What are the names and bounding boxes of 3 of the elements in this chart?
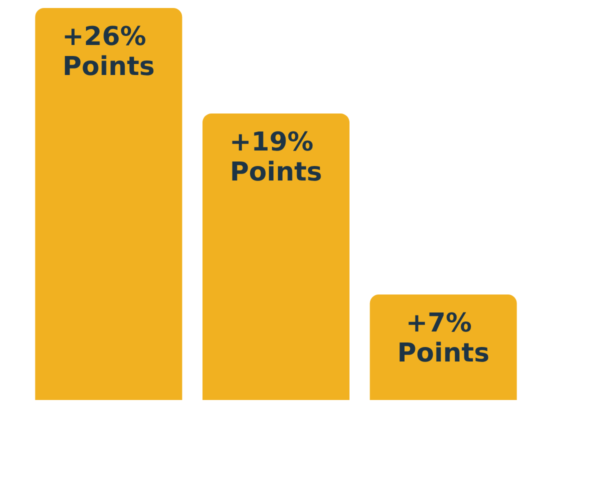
data-label: +19% Points [229,128,323,188]
data-label: +7% Points [397,308,490,368]
data-label: +26% Points [62,22,156,82]
